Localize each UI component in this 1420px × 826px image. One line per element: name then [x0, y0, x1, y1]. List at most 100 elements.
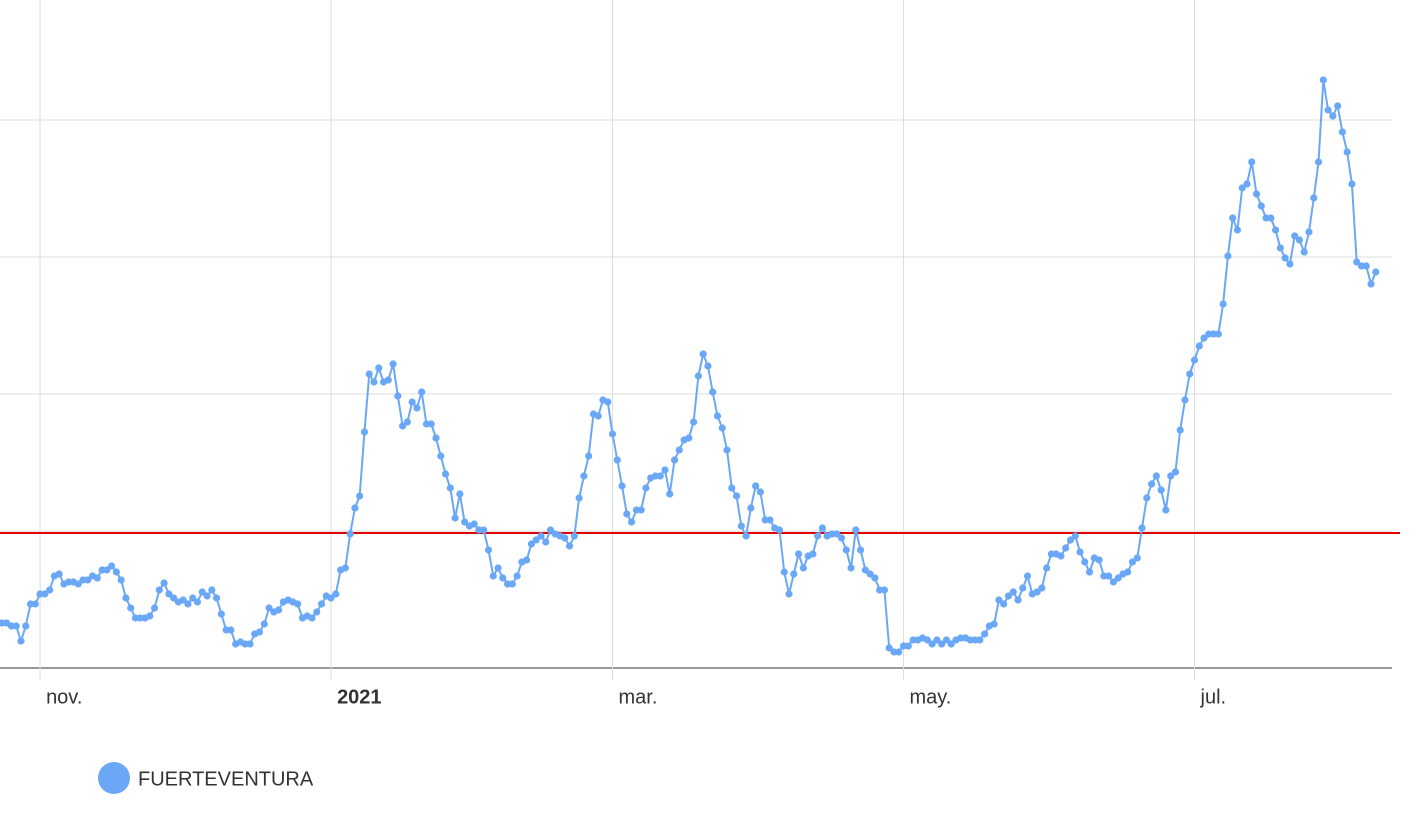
data-point: [1181, 396, 1189, 404]
data-point: [1014, 596, 1022, 604]
data-point: [1353, 258, 1361, 266]
data-point: [146, 612, 154, 620]
data-point: [1019, 584, 1027, 592]
data-point: [1238, 184, 1246, 192]
data-point: [737, 522, 745, 530]
data-point: [527, 540, 536, 548]
data-point: [341, 564, 349, 572]
data-point: [1214, 330, 1222, 338]
data-point: [484, 546, 493, 554]
data-point: [265, 604, 273, 612]
data-point: [866, 570, 874, 578]
data-point: [1233, 226, 1242, 234]
data-point: [418, 388, 426, 396]
data-point: [437, 452, 445, 460]
data-point: [699, 350, 707, 358]
data-point: [489, 572, 497, 580]
data-point: [742, 532, 750, 540]
data-point: [122, 594, 130, 602]
data-point: [780, 568, 788, 576]
data-point: [1257, 202, 1265, 210]
data-point: [627, 518, 636, 526]
data-point: [117, 576, 125, 584]
data-point: [1362, 262, 1370, 270]
data-point: [799, 564, 807, 572]
data-point: [74, 580, 82, 588]
data-point: [1062, 544, 1070, 552]
data-point: [995, 596, 1003, 604]
data-point: [1367, 280, 1375, 288]
data-point: [594, 412, 602, 420]
data-point: [332, 590, 340, 598]
data-point: [41, 590, 49, 598]
data-point: [127, 604, 135, 612]
data-point: [203, 592, 211, 600]
data-point: [1143, 494, 1151, 502]
data-point: [1324, 106, 1332, 114]
data-point: [938, 640, 946, 648]
data-point: [17, 637, 25, 645]
data-point: [856, 546, 865, 554]
data-point: [370, 378, 378, 386]
data-point: [346, 530, 354, 538]
data-point: [446, 484, 454, 492]
data-point: [112, 568, 120, 576]
data-point: [1071, 532, 1079, 540]
data-point: [394, 392, 402, 400]
data-point: [1109, 578, 1118, 586]
data-point: [1167, 472, 1175, 480]
data-point: [499, 574, 507, 582]
data-point: [470, 520, 478, 528]
data-point: [675, 446, 683, 454]
x-tick-label: jul.: [1200, 686, 1227, 708]
data-point: [728, 484, 736, 492]
data-point: [1334, 102, 1342, 110]
data-point: [1272, 226, 1280, 234]
data-point: [170, 594, 178, 602]
data-point: [1176, 426, 1184, 434]
data-point: [933, 636, 941, 644]
data-point: [1152, 472, 1160, 480]
data-point: [513, 572, 521, 580]
data-point: [375, 364, 383, 372]
data-point: [1057, 552, 1065, 560]
data-point: [1319, 76, 1327, 84]
data-point: [1171, 468, 1180, 476]
data-point: [403, 418, 411, 426]
data-point: [93, 574, 101, 582]
data-point: [861, 566, 869, 574]
data-point: [22, 622, 30, 630]
data-point: [408, 398, 416, 406]
data-point: [1267, 214, 1275, 222]
data-point: [55, 570, 63, 578]
data-point: [365, 370, 373, 378]
data-point: [756, 488, 765, 496]
data-point: [1200, 334, 1208, 342]
data-point: [718, 424, 726, 432]
data-point: [1133, 554, 1141, 562]
data-point: [1157, 486, 1165, 494]
data-point: [1147, 480, 1156, 488]
data-point: [837, 534, 846, 542]
data-point: [456, 490, 464, 498]
data-point: [189, 594, 197, 602]
data-point: [1300, 248, 1308, 256]
data-point: [704, 362, 712, 370]
data-point: [809, 550, 817, 558]
data-point: [494, 564, 502, 572]
data-point: [399, 422, 407, 430]
data-point: [1195, 342, 1203, 350]
data-point: [642, 484, 650, 492]
data-point: [84, 576, 92, 584]
data-point: [885, 644, 893, 652]
data-point: [976, 636, 984, 644]
data-point: [308, 614, 316, 622]
data-point: [747, 504, 755, 512]
data-point: [981, 630, 989, 638]
data-point: [1229, 214, 1237, 222]
data-point: [389, 360, 397, 368]
data-point: [212, 594, 221, 602]
data-point: [1105, 572, 1113, 580]
data-point: [103, 566, 111, 574]
